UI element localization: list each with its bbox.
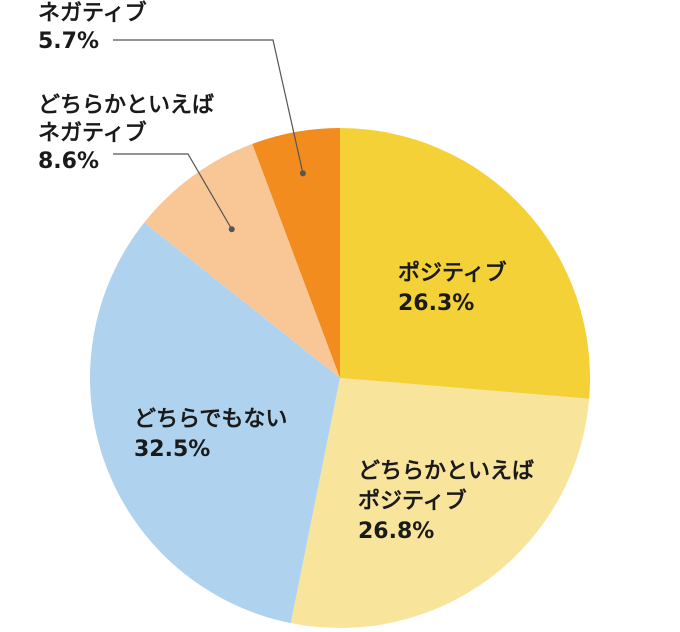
slice-value-label: 5.7% [38, 29, 99, 54]
pie-slices [90, 128, 590, 629]
pie-slice [90, 222, 340, 624]
slice-value-label: 26.3% [398, 291, 474, 316]
slice-label: どちらかといえばネガティブ 8.6% [38, 93, 214, 174]
slice-name-label: どちらかといえば [358, 459, 534, 484]
slice-name-label: ポジティブ [398, 260, 507, 286]
leader-dot [299, 170, 306, 177]
slice-labels: ポジティブ 26.3%どちらかといえばポジティブ 26.8%どちらでもない 32.5%… [38, 0, 534, 544]
slice-name-label: どちらかといえば [38, 93, 214, 118]
slice-value-label: 8.6% [38, 149, 99, 174]
slice-label: どちらでもない 32.5% [134, 407, 287, 462]
slice-name-label: どちらでもない [134, 407, 287, 432]
slice-value-label: 32.5% [134, 437, 210, 462]
slice-label: ポジティブ 26.3% [398, 260, 507, 316]
leader-line [113, 153, 233, 230]
slice-label: ネガティブ 5.7% [38, 0, 147, 54]
pie-slice [340, 128, 590, 399]
slice-name-label: ネガティブ [38, 0, 147, 26]
pie-slice [144, 143, 340, 378]
leader-line [113, 39, 304, 174]
pie-slice [290, 378, 590, 629]
pie-slice [252, 128, 340, 378]
slice-name-label: ネガティブ [38, 120, 147, 146]
leader-dot [228, 226, 235, 233]
leader-lines [113, 39, 306, 233]
slice-label: どちらかといえばポジティブ 26.8% [358, 459, 534, 544]
slice-name-label: ポジティブ [358, 488, 467, 514]
slice-value-label: 26.8% [358, 519, 434, 544]
